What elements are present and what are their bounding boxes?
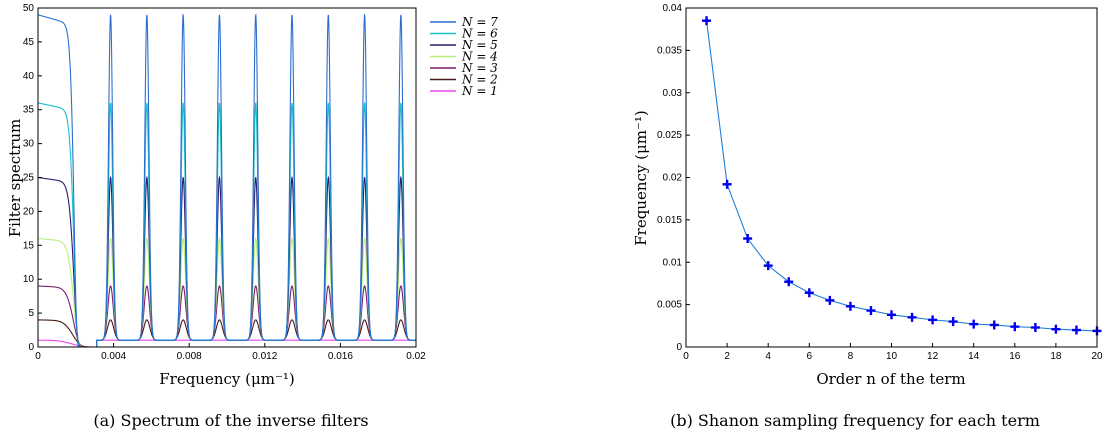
xtick-label: 4 xyxy=(765,351,771,362)
data-point-n16 xyxy=(1010,322,1020,332)
xtick-label: 8 xyxy=(848,351,854,362)
sampling-curve xyxy=(706,20,1098,332)
plot-b-frame xyxy=(685,7,1098,348)
plot-a-yticks: 0 5 10 15 20 25 30 35 40 45 50 xyxy=(23,3,42,353)
xtick-label: 12 xyxy=(927,351,939,362)
ytick-label: 0.025 xyxy=(657,130,682,141)
ytick-label: 50 xyxy=(23,3,35,14)
ytick-label: 0.035 xyxy=(657,45,682,56)
ytick-label: 0 xyxy=(28,342,34,353)
sampling-line xyxy=(706,20,1098,332)
xtick-label: 0.02 xyxy=(406,351,426,362)
plot-b-ylabel: Frequency (μm⁻¹) xyxy=(632,110,650,246)
chart-spectrum: 0 0.004 0.008 0.012 0.016 0.02 0 5 10 15 20 25 30 35… xyxy=(6,3,498,430)
data-point-n9 xyxy=(866,306,876,316)
ytick-label: 5 xyxy=(28,308,34,319)
ytick-label: 10 xyxy=(23,274,35,285)
xtick-label: 2 xyxy=(724,351,730,362)
chart-sampling-frequency: 0 2 4 6 8 10 12 14 16 18 20 0 0.005 0.01 0.015 0.02 0.0… xyxy=(632,3,1103,430)
xtick-label: 0.012 xyxy=(252,351,277,362)
plot-a-xlabel: Frequency (μm⁻¹) xyxy=(159,370,295,388)
ytick-label: 40 xyxy=(23,71,35,82)
xtick-label: 6 xyxy=(807,351,813,362)
legend-label-n-4: N = 4 xyxy=(461,50,498,64)
ytick-label: 0.005 xyxy=(657,300,682,311)
data-point-n13 xyxy=(948,317,958,327)
legend-label-n-6: N = 6 xyxy=(461,27,498,41)
data-point-n15 xyxy=(989,320,999,330)
series-line-n6 xyxy=(37,101,416,348)
xtick-label: 0 xyxy=(683,351,689,362)
ytick-label: 0.01 xyxy=(663,257,683,268)
data-point-n5 xyxy=(784,277,794,287)
xtick-label: 0 xyxy=(35,351,41,362)
ytick-label: 30 xyxy=(23,139,35,150)
legend-label-n-1: N = 1 xyxy=(461,84,498,98)
ytick-label: 0.02 xyxy=(663,173,683,184)
data-point-n10 xyxy=(887,310,896,320)
ytick-label: 15 xyxy=(23,240,35,251)
data-point-n6 xyxy=(804,288,814,298)
spectrum-curves xyxy=(37,13,416,348)
plot-a-frame xyxy=(37,7,417,348)
plot-a-xticks: 0 0.004 0.008 0.012 0.016 0.02 xyxy=(35,343,426,362)
xtick-label: 0.016 xyxy=(328,351,353,362)
legend-label-n-7: N = 7 xyxy=(461,15,498,29)
caption-b: (b) Shanon sampling frequency for each t… xyxy=(670,411,1040,430)
sampling-markers xyxy=(702,16,1102,336)
xtick-label: 20 xyxy=(1091,351,1103,362)
data-point-n11 xyxy=(907,312,917,322)
data-point-n17 xyxy=(1030,323,1040,333)
ytick-label: 0 xyxy=(676,342,682,353)
caption-a: (a) Spectrum of the inverse filters xyxy=(93,411,368,430)
data-point-n3 xyxy=(743,234,753,244)
ytick-label: 25 xyxy=(23,173,35,184)
legend-label-n-5: N = 5 xyxy=(461,38,498,52)
plot-a-ylabel: Filter spectrum xyxy=(6,119,24,238)
data-point-n14 xyxy=(969,319,979,329)
ytick-label: 20 xyxy=(23,206,35,217)
legend-label-n-2: N = 2 xyxy=(461,73,498,87)
plot-b-xticks: 0 2 4 6 8 10 12 14 16 18 20 xyxy=(683,343,1103,362)
xtick-label: 0.004 xyxy=(101,351,126,362)
data-point-n18 xyxy=(1051,324,1061,334)
data-point-n2 xyxy=(722,179,732,189)
data-point-n19 xyxy=(1071,325,1081,335)
xtick-label: 18 xyxy=(1050,351,1062,362)
ytick-label: 0.04 xyxy=(663,3,683,14)
xtick-label: 0.008 xyxy=(177,351,202,362)
data-point-n4 xyxy=(763,261,773,271)
plot-b-xlabel: Order n of the term xyxy=(816,370,965,388)
xtick-label: 16 xyxy=(1009,351,1021,362)
data-point-n7 xyxy=(825,295,835,305)
ytick-label: 0.015 xyxy=(657,215,682,226)
series-line-n1 xyxy=(38,339,416,348)
series-line-n7 xyxy=(37,13,416,348)
data-point-n12 xyxy=(928,315,938,325)
ytick-label: 0.03 xyxy=(663,88,683,99)
plot-b-yticks: 0 0.005 0.01 0.015 0.02 0.025 0.03 0.035 0.04 xyxy=(657,3,690,353)
xtick-label: 10 xyxy=(886,351,898,362)
xtick-label: 14 xyxy=(968,351,980,362)
data-point-n8 xyxy=(845,301,855,311)
ytick-label: 45 xyxy=(23,37,35,48)
legend-label-n-3: N = 3 xyxy=(461,61,498,75)
data-point-n1 xyxy=(702,16,712,26)
plot-a-legend: N = 7N = 6N = 5N = 4N = 3N = 2N = 1 xyxy=(430,15,498,98)
ytick-label: 35 xyxy=(23,105,35,116)
